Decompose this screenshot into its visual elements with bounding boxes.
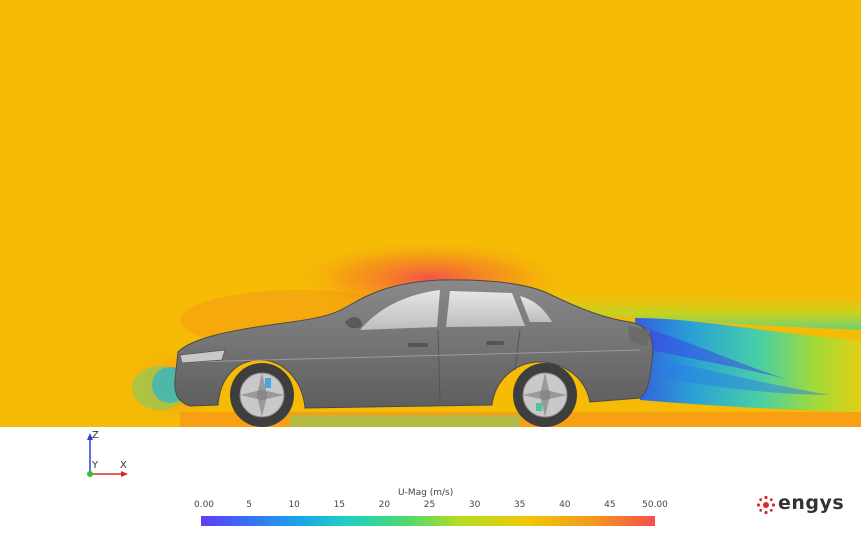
colorbar-tick-label: 10 — [288, 500, 300, 510]
colorbar-tick-label: 50.00 — [642, 500, 668, 510]
front-wheel — [230, 363, 294, 427]
color-legend: U-Mag (m/s) 0.00 5 10 15 20 25 30 35 40 45 50.00 — [0, 485, 861, 543]
colorbar-gradient — [201, 516, 655, 526]
headlight — [179, 349, 226, 364]
colorbar-tick-label: 5 — [246, 500, 252, 510]
cfd-viewport[interactable] — [0, 0, 861, 427]
side-mirror — [345, 317, 362, 329]
engys-logo-icon — [756, 495, 776, 515]
rear-wheel — [513, 363, 577, 427]
colorbar-tick-label: 30 — [468, 500, 481, 510]
colorbar-title: U-Mag (m/s) — [398, 488, 454, 498]
sedan-car — [174, 279, 654, 409]
colorbar-tick-label: 20 — [378, 500, 391, 510]
colorbar-ticks: 0.00 5 10 15 20 25 30 35 40 45 50.00 — [0, 500, 861, 512]
colorbar-tick-label: 45 — [604, 500, 616, 510]
z-axis-label: Z — [92, 430, 99, 441]
wake-region — [635, 318, 861, 412]
colorbar-tick-label: 25 — [423, 500, 436, 510]
shear-layer — [520, 285, 861, 330]
engys-logo-text: engys — [778, 492, 845, 514]
colorbar-tick-label: 0.00 — [193, 500, 215, 510]
flow-field — [120, 240, 861, 427]
rear-window — [520, 296, 552, 322]
engys-logo: engys — [756, 492, 856, 517]
colorbar-tick-label: 40 — [559, 500, 571, 510]
taillight — [628, 326, 650, 346]
rear-side-window — [446, 291, 525, 327]
orientation-axes: Z Y X — [70, 428, 150, 484]
front-side-window — [360, 290, 440, 330]
y-axis-label: Y — [92, 460, 99, 471]
x-axis-label: X — [120, 460, 127, 471]
colorbar-tick-label: 15 — [333, 500, 346, 510]
colorbar-tick-label: 35 — [513, 500, 526, 510]
